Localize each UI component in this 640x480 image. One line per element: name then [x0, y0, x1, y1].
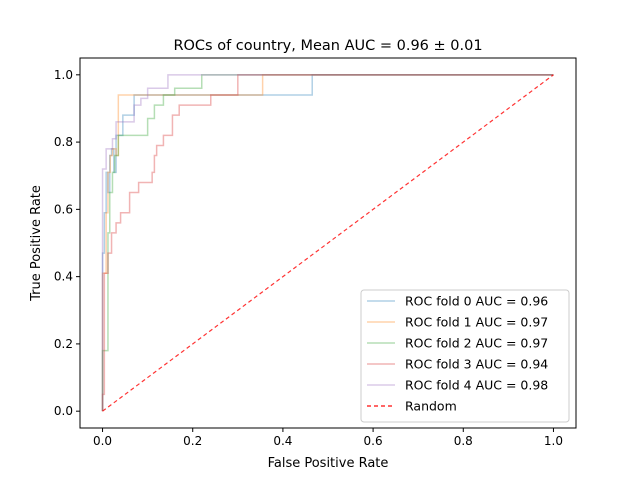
roc-fold-1-line: [101, 74, 554, 412]
y-axis-label: True Positive Rate: [29, 185, 44, 302]
x-tick-label: 0.2: [183, 434, 202, 448]
y-tick-label: 0.4: [54, 270, 73, 284]
legend-label: ROC fold 0 AUC = 0.96: [405, 294, 548, 309]
x-tick-label: 0.8: [454, 434, 473, 448]
legend: ROC fold 0 AUC = 0.96 ROC fold 1 AUC = 0.…: [360, 289, 570, 423]
legend-label: ROC fold 2 AUC = 0.97: [405, 336, 548, 351]
y-tick-label: 1.0: [54, 68, 73, 82]
y-tick-label: 0.0: [54, 404, 73, 418]
y-tick-label: 0.8: [54, 135, 73, 149]
roc-fold-2-line: [101, 74, 554, 412]
x-axis-label: False Positive Rate: [268, 456, 389, 471]
legend-label: ROC fold 4 AUC = 0.98: [405, 378, 548, 393]
plot-lines: [101, 74, 554, 412]
roc-fold-3-line: [101, 74, 554, 412]
x-tick-label: 0.0: [93, 434, 112, 448]
x-tick-label: 0.6: [364, 434, 383, 448]
y-axis: 0.0 0.2 0.4 0.6 0.8 1.0: [54, 68, 80, 418]
y-tick-label: 0.2: [54, 337, 73, 351]
roc-fold-4-line: [101, 74, 554, 412]
legend-box: [360, 289, 570, 423]
x-tick-label: 0.4: [273, 434, 292, 448]
chart-title: ROCs of country, Mean AUC = 0.96 ± 0.01: [173, 38, 482, 54]
y-tick-label: 0.6: [54, 202, 73, 216]
legend-label: ROC fold 3 AUC = 0.94: [405, 357, 548, 372]
random-reference-line: [102, 74, 554, 412]
x-axis: 0.0 0.2 0.4 0.6 0.8 1.0: [93, 428, 563, 448]
legend-label: Random: [405, 399, 457, 414]
legend-label: ROC fold 1 AUC = 0.97: [405, 315, 548, 330]
plot-frame: [79, 57, 577, 429]
roc-fold-0-line: [101, 74, 554, 412]
x-tick-label: 1.0: [544, 434, 563, 448]
